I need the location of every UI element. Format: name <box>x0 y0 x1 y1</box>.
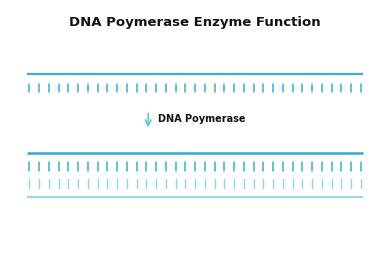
Text: DNA Poymerase: DNA Poymerase <box>158 114 245 124</box>
Text: DNA Poymerase Enzyme Function: DNA Poymerase Enzyme Function <box>69 16 321 29</box>
